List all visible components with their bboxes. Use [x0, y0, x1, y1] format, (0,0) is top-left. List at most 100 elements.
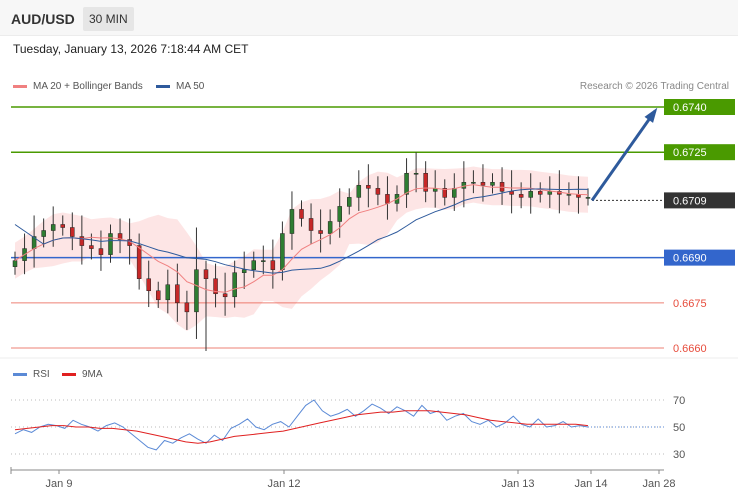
candle-body: [528, 191, 533, 198]
candle-body: [60, 224, 65, 228]
rsi-label: RSI: [33, 369, 50, 380]
candle-body: [452, 188, 457, 198]
level-tag-3: [664, 249, 735, 266]
candle-body: [547, 191, 553, 195]
candle-body: [156, 290, 161, 301]
symbol-label: AUD/USD: [11, 11, 75, 27]
candle-body: [165, 284, 171, 301]
rsi-tick-1: 50: [673, 422, 685, 434]
ma9-swatch: [62, 373, 76, 376]
level-label-0: 0.6740: [673, 102, 707, 114]
level-tag-0: [664, 99, 735, 115]
rsi-tick-0: 70: [673, 395, 685, 407]
candle-body: [480, 182, 486, 186]
ma20-swatch: [13, 85, 27, 88]
candle-body: [337, 206, 342, 222]
rsi-panel: 70 50 30: [11, 395, 685, 461]
candle-body: [194, 269, 199, 313]
level-label-3: 0.6690: [673, 253, 707, 265]
candle-body: [299, 209, 304, 219]
moving-averages: [14, 184, 589, 293]
candle-body: [98, 248, 104, 255]
candle-body: [461, 182, 467, 189]
legend-rsi: RSI: [13, 369, 50, 380]
candle-body: [175, 284, 180, 304]
level-label-5: 0.6660: [673, 343, 707, 355]
candle-body: [471, 182, 476, 184]
rsi-swatch: [13, 373, 27, 376]
projection-arrow: [590, 107, 658, 202]
ma50-swatch: [156, 85, 170, 88]
x-tick-label-2: Jan 13: [501, 478, 534, 490]
interval-button[interactable]: 30 MIN: [83, 7, 134, 31]
candle-body: [518, 194, 524, 198]
candle-body: [356, 185, 362, 198]
x-tick-label-3: Jan 14: [574, 478, 607, 490]
candle-body: [566, 194, 572, 196]
candle-body: [108, 233, 113, 255]
candle-body: [203, 269, 209, 279]
chart-header: AUD/USD 30 MIN: [0, 0, 738, 36]
candle-body: [442, 188, 447, 198]
candle-body: [261, 260, 266, 262]
candle-body: [50, 224, 56, 231]
candle-body: [146, 278, 151, 292]
candle-body: [117, 233, 123, 240]
legend-ma50: MA 50: [156, 81, 204, 92]
candle-body: [413, 173, 419, 175]
legend-9ma: 9MA: [62, 369, 103, 380]
candle-body: [213, 278, 218, 295]
candle-body: [41, 230, 46, 237]
x-tick-label-0: Jan 9: [46, 478, 73, 490]
level-tag-2: [664, 192, 735, 209]
ma20-line: [14, 184, 589, 293]
level-label-1: 0.6725: [673, 147, 707, 159]
candle-body: [136, 245, 142, 279]
candle-body: [347, 197, 352, 207]
candle-body: [538, 191, 543, 195]
candle-body: [222, 293, 228, 298]
projection-head: [644, 107, 658, 123]
rsi-tick-2: 30: [673, 449, 685, 461]
candles: [12, 152, 591, 352]
candle-body: [232, 272, 237, 298]
ma9-line: [14, 410, 589, 444]
x-tick-label-1: Jan 12: [267, 478, 300, 490]
ma50-label: MA 50: [176, 81, 205, 92]
candle-body: [585, 197, 591, 199]
candle-body: [241, 269, 247, 273]
ma9-label: 9MA: [82, 369, 103, 380]
ma50-line: [14, 188, 589, 274]
candle-body: [423, 173, 428, 192]
candle-body: [251, 260, 256, 270]
level-label-2: 0.6709: [673, 195, 707, 207]
level-tag-1: [664, 144, 735, 161]
ma20-label: MA 20 + Bollinger Bands: [33, 81, 143, 92]
candle-body: [184, 302, 190, 313]
candle-body: [385, 194, 390, 204]
candle-body: [79, 236, 85, 246]
x-axis: Jan 9 Jan 12 Jan 13 Jan 14 Jan 28: [10, 467, 676, 490]
candle-body: [308, 218, 314, 231]
candle-body: [375, 188, 381, 195]
candle-body: [12, 260, 18, 267]
credit-text: Research © 2026 Trading Central: [579, 81, 729, 92]
legend-ma20: MA 20 + Bollinger Bands: [13, 81, 143, 92]
x-tick-label-4: Jan 28: [642, 478, 675, 490]
candle-body: [366, 185, 371, 189]
candle-body: [318, 230, 323, 234]
candle-body: [289, 209, 295, 234]
candle-body: [70, 227, 75, 237]
candle-body: [280, 233, 285, 270]
price-levels: 0.6740 0.6725 0.6709 0.6690 0.6675 0.6660: [11, 99, 735, 355]
timestamp: Tuesday, January 13, 2026 7:18:44 AM CET: [13, 42, 249, 56]
candle-body: [270, 260, 276, 270]
candle-body: [490, 182, 495, 186]
candle-body: [404, 173, 409, 195]
level-label-4: 0.6675: [673, 298, 707, 310]
projection-shaft: [590, 110, 657, 202]
rsi-line: [14, 399, 589, 451]
candle-body: [89, 245, 94, 249]
candle-body: [327, 221, 333, 234]
